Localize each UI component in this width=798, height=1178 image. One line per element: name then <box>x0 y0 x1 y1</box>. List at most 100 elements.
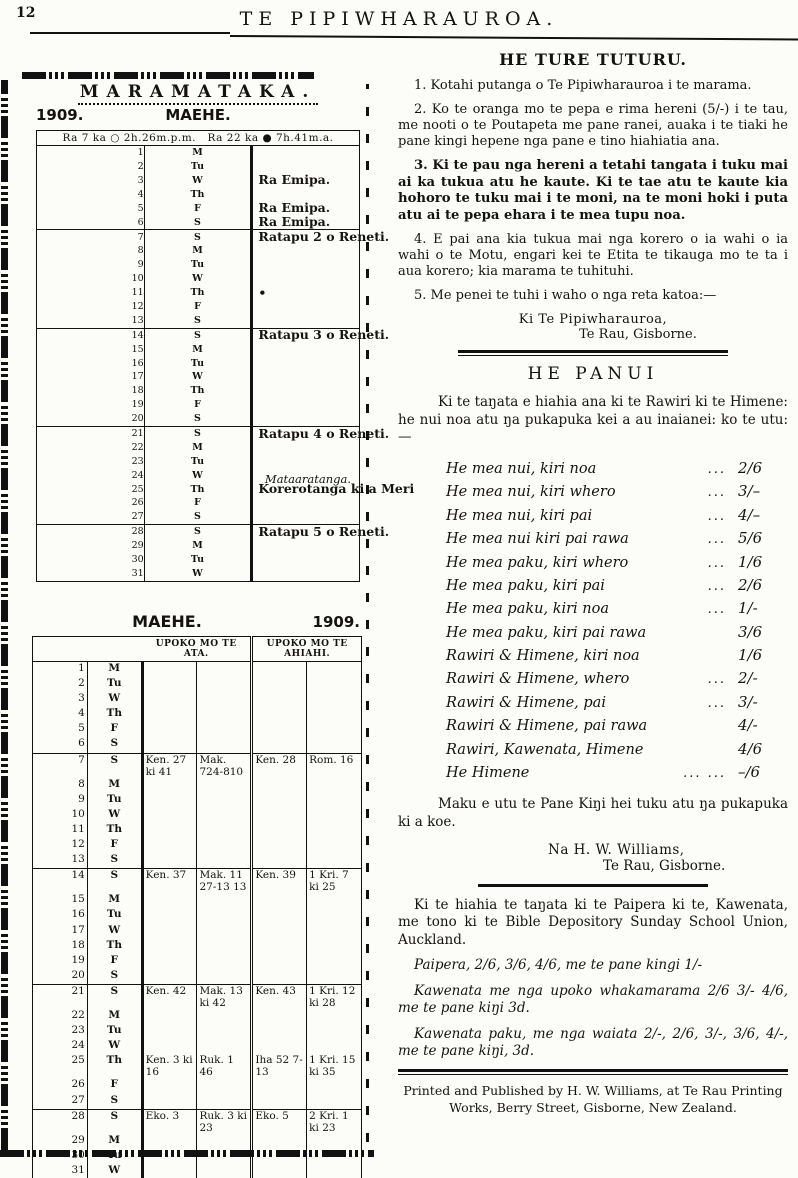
day-letter: M <box>144 145 254 160</box>
page-number: 12 <box>16 5 36 21</box>
almanac-day-row: 17 W <box>36 370 360 385</box>
almanac-day-row: 29 M <box>36 538 360 553</box>
reading-evening-2 <box>307 823 362 838</box>
ornament-border-top <box>22 72 314 79</box>
reading-morning-1 <box>142 807 198 823</box>
price-row: He mea paku, kiri noa... 1/- <box>446 599 774 622</box>
reading-evening-1 <box>251 908 308 924</box>
rule-paragraph-5: 5. Me penei te tuhi i waho o nga reta ka… <box>414 288 717 304</box>
day-letter: Tu <box>144 356 254 371</box>
reading-evening-1 <box>251 677 308 693</box>
almanac-day-row: 14 S Ratapu 3 o Reneti. <box>36 327 389 343</box>
reading-morning-2 <box>196 853 254 869</box>
price-row: He mea nui, kiri pai... 4/– <box>446 506 774 529</box>
notice-intro: Ki te taŋata e hiahia ana ki te Rawiri k… <box>398 394 788 446</box>
reading-morning-1 <box>142 923 198 939</box>
day-note <box>252 455 360 469</box>
signature-place: Te Rau, Gisborne. <box>603 857 726 874</box>
day-number: 8 <box>32 777 88 793</box>
lectionary-day-row: 12 F <box>32 838 362 854</box>
notice-section-title: HE PANUI <box>527 364 659 385</box>
almanac-day-row: 21 S Ratapu 4 o Reneti. <box>36 425 389 441</box>
day-note <box>252 342 360 356</box>
price-item: He mea nui kiri pai rawa <box>446 531 629 548</box>
reading-evening-1 <box>251 807 308 823</box>
almanac-day-row: 2 Tu <box>36 159 360 174</box>
price-row: He mea paku, kiri pai rawa 3/6 <box>446 623 774 646</box>
reading-evening-2 <box>307 939 362 954</box>
rule-paragraph-1: 1. Kotahi putanga o Te Pipiwharauroa i t… <box>414 78 752 93</box>
price-item: Rawiri & Himene, pai <box>446 694 606 711</box>
day-note <box>252 244 360 258</box>
reading-evening-2 <box>307 677 362 692</box>
day-letter: Th <box>87 1054 144 1079</box>
day-number: 3 <box>32 692 88 708</box>
almanac-day-row: 25 Th Korerotanga ki a Meri Mataaratanga. <box>36 474 414 497</box>
day-number: 1 <box>36 145 145 160</box>
almanac-day-row: 22 M <box>36 440 360 455</box>
day-letter: M <box>87 1133 144 1149</box>
day-number: 7 <box>36 229 145 245</box>
price-dots: ... <box>707 555 726 571</box>
almanac-day-row: 12 F <box>36 299 360 314</box>
reading-evening-2 <box>307 893 362 908</box>
day-letter: Tu <box>144 552 254 567</box>
day-note <box>252 146 360 160</box>
day-number: 14 <box>36 327 145 343</box>
day-number: 27 <box>32 1093 88 1110</box>
day-number: 5 <box>32 722 88 738</box>
almanac-subheader: 1909. MAEHE. <box>36 106 360 128</box>
day-letter: S <box>144 327 254 343</box>
day-note: Ratapu 4 o Reneti. <box>251 425 389 441</box>
day-number: 21 <box>36 425 145 441</box>
reading-evening-2 <box>307 692 362 707</box>
reading-morning-1 <box>142 968 198 985</box>
day-letter: Th <box>144 482 254 497</box>
day-number: 30 <box>32 1148 88 1164</box>
day-number: 14 <box>32 868 88 894</box>
reading-morning-1 <box>142 1039 198 1055</box>
almanac-day-row: 9 Tu <box>36 258 360 273</box>
day-number: 9 <box>32 792 88 808</box>
reading-evening-2 <box>307 793 362 808</box>
almanac-day-row: 5 F Ra Emipa. <box>36 202 360 216</box>
day-number: 18 <box>36 384 145 399</box>
day-note <box>252 539 360 553</box>
reading-evening-2: 1 Kri. 15 ki 35 <box>309 1054 356 1079</box>
day-number: 23 <box>36 454 145 469</box>
reading-morning-1 <box>142 822 198 839</box>
price-item: He mea nui, kiri pai <box>446 507 593 524</box>
reading-morning-2 <box>196 1093 254 1110</box>
reading-morning-2: Mak. 724-810 <box>196 752 254 778</box>
day-letter: S <box>87 868 144 894</box>
almanac-day-row: 28 S Ratapu 5 o Reneti. <box>36 524 389 539</box>
reading-morning-2 <box>196 661 254 678</box>
almanac-day-row: 24 W <box>36 468 360 483</box>
bible-price-line-3: Kawenata paku, me nga waiata 2/-, 2/6, 3… <box>398 1025 788 1060</box>
reading-morning-2: Mak. 13 ki 42 <box>196 983 254 1010</box>
price-value: 5/6 <box>738 529 763 548</box>
reading-morning-2 <box>196 777 254 793</box>
reading-evening-1 <box>251 1039 308 1055</box>
day-letter: Tu <box>87 677 144 693</box>
rules-section-title: HE TURE TUTURU. <box>499 50 687 69</box>
lectionary-day-row: 24 W <box>32 1039 362 1055</box>
reading-evening-1: Iha 52 7-13 <box>251 1054 308 1079</box>
reading-evening-1 <box>251 838 308 854</box>
day-note: • <box>258 284 267 300</box>
day-number: 21 <box>32 983 88 1010</box>
reading-evening-2 <box>307 954 362 969</box>
day-letter: S <box>144 215 254 230</box>
day-number: 28 <box>32 1108 88 1134</box>
reading-morning-1 <box>142 1093 198 1110</box>
day-note: Ra Emipa. <box>258 214 331 230</box>
reading-morning-1 <box>142 1078 198 1094</box>
reading-morning-2: Ruk. 1 46 <box>196 1054 254 1079</box>
day-number: 15 <box>36 342 145 357</box>
day-note: Ra Emipa. <box>258 172 331 188</box>
reading-morning-1 <box>142 838 198 854</box>
day-number: 31 <box>32 1163 88 1178</box>
